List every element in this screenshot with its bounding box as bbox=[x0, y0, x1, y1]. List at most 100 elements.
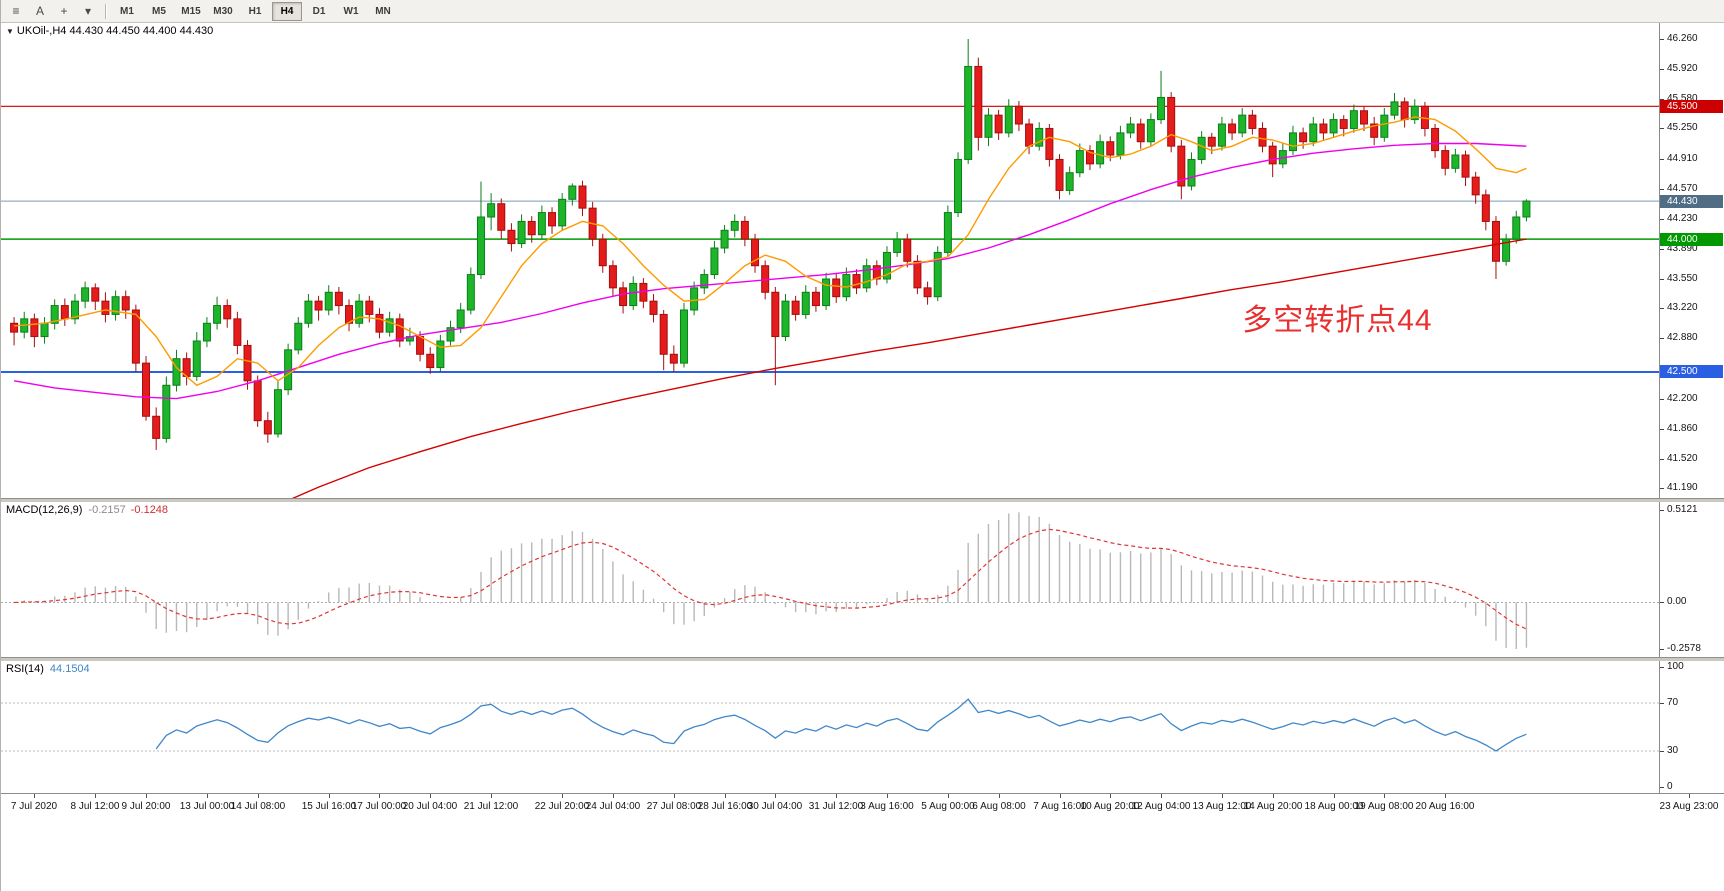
price-badge-45.500: 45.500 bbox=[1660, 100, 1723, 113]
time-axis-tick bbox=[1334, 794, 1335, 798]
price-scale-label: 45.250 bbox=[1667, 122, 1698, 133]
timeframe-d1[interactable]: D1 bbox=[312, 5, 326, 17]
time-axis-label: 7 Jul 2020 bbox=[10, 801, 58, 812]
time-axis-label: 3 Aug 16:00 bbox=[860, 801, 914, 812]
rsi-scale-tick bbox=[1660, 703, 1664, 704]
rsi-scale-tick bbox=[1660, 787, 1664, 788]
timeframe-h1[interactable]: H1 bbox=[248, 5, 262, 17]
time-axis-tick bbox=[775, 794, 776, 798]
time-axis-tick bbox=[562, 794, 563, 798]
time-axis-label: 23 Aug 23:00 bbox=[1659, 801, 1719, 812]
main-price-scale[interactable]: 46.260 45.920 45.580 45.250 44.910 44.570 44.2… bbox=[1659, 23, 1724, 498]
symbol-ohlc-text: UKOil-,H4 44.430 44.450 44.400 44.430 bbox=[16, 25, 214, 37]
price-scale-tick bbox=[1660, 308, 1664, 309]
price-scale-label: 42.200 bbox=[1667, 393, 1698, 404]
rsi-scale-label: 0 bbox=[1667, 781, 1673, 792]
indicators-icon[interactable]: ≡ bbox=[12, 4, 20, 18]
time-axis-label: 17 Jul 00:00 bbox=[351, 801, 407, 812]
timeframe-m30[interactable]: M30 bbox=[213, 5, 233, 17]
time-axis-label: 31 Jul 12:00 bbox=[808, 801, 864, 812]
time-axis-label: 19 Aug 08:00 bbox=[1354, 801, 1414, 812]
price-scale-tick bbox=[1660, 399, 1664, 400]
price-scale-label: 45.580 bbox=[1667, 93, 1698, 104]
time-axis-label: 22 Jul 20:00 bbox=[534, 801, 590, 812]
price-scale-tick bbox=[1660, 429, 1664, 430]
time-axis-tick bbox=[34, 794, 35, 798]
rsi-scale-tick bbox=[1660, 751, 1664, 752]
time-axis-tick bbox=[999, 794, 1000, 798]
time-axis-tick bbox=[1273, 794, 1274, 798]
toolbar: ≡ A + ▾ M1 M5 M15 M30 H1 H4 D1 W1 MN bbox=[1, 0, 1724, 23]
panel-divider-rsi[interactable] bbox=[1, 657, 1724, 661]
macd-scale-tick bbox=[1660, 602, 1664, 603]
collapse-arrow-icon[interactable]: ▼ bbox=[6, 27, 14, 36]
time-axis[interactable]: 7 Jul 2020 8 Jul 12:00 9 Jul 20:00 13 Jul 0… bbox=[1, 793, 1724, 816]
toolbar-separator bbox=[105, 3, 106, 19]
price-badge-44.430: 44.430 bbox=[1660, 195, 1723, 208]
time-axis-tick bbox=[379, 794, 380, 798]
chart-annotation[interactable]: 多空转折点44 bbox=[1242, 304, 1433, 337]
time-axis-label: 18 Aug 00:00 bbox=[1304, 801, 1364, 812]
time-axis-label: 27 Jul 08:00 bbox=[646, 801, 702, 812]
timeframe-m15[interactable]: M15 bbox=[181, 5, 201, 17]
price-scale-tick bbox=[1660, 338, 1664, 339]
bottom-filler bbox=[1, 816, 1724, 891]
price-scale-tick bbox=[1660, 99, 1664, 100]
price-scale-label: 42.880 bbox=[1667, 332, 1698, 343]
rsi-chart-svg bbox=[1, 698, 1661, 752]
rsi-scale-label: 30 bbox=[1667, 745, 1679, 756]
time-axis-tick bbox=[887, 794, 888, 798]
macd-scale-label: 0.5121 bbox=[1667, 504, 1698, 515]
price-scale-label: 44.570 bbox=[1667, 183, 1698, 194]
chart-title: ▼ UKOil-,H4 44.430 44.450 44.400 44.430 bbox=[6, 25, 213, 37]
macd-chart-svg bbox=[1, 512, 1661, 649]
time-axis-tick bbox=[836, 794, 837, 798]
time-axis-label: 10 Aug 20:00 bbox=[1080, 801, 1140, 812]
timeframe-m1[interactable]: M1 bbox=[120, 5, 134, 17]
time-axis-label: 5 Aug 00:00 bbox=[921, 801, 975, 812]
time-axis-label: 20 Jul 04:00 bbox=[402, 801, 458, 812]
time-axis-tick bbox=[258, 794, 259, 798]
rsi-scale[interactable]: 100 70 30 0 bbox=[1659, 661, 1724, 793]
timeframe-h4[interactable]: H4 bbox=[272, 1, 302, 21]
macd-scale-label: 0.00 bbox=[1667, 596, 1687, 607]
macd-scale[interactable]: 0.5121 0.00 -0.2578 bbox=[1659, 502, 1724, 657]
time-axis-tick bbox=[674, 794, 675, 798]
macd-plot[interactable] bbox=[1, 502, 1661, 657]
cursor-dropdown-icon[interactable]: ▾ bbox=[84, 4, 92, 18]
rsi-value: 44.1504 bbox=[49, 663, 90, 675]
time-axis-label: 13 Aug 12:00 bbox=[1192, 801, 1252, 812]
crosshair-icon[interactable]: + bbox=[60, 4, 68, 18]
time-axis-label: 24 Jul 04:00 bbox=[585, 801, 641, 812]
timeframe-w1[interactable]: W1 bbox=[343, 5, 359, 17]
panel-divider-macd[interactable] bbox=[1, 498, 1724, 502]
macd-label: MACD(12,26,9) bbox=[6, 504, 83, 516]
time-axis-tick bbox=[1222, 794, 1223, 798]
price-scale-label: 44.230 bbox=[1667, 213, 1698, 224]
time-axis-label: 13 Jul 00:00 bbox=[179, 801, 235, 812]
price-scale-label: 44.910 bbox=[1667, 153, 1698, 164]
toolbar-timeframes: M1 M5 M15 M30 H1 H4 D1 W1 MN bbox=[111, 1, 399, 21]
time-axis-label: 7 Aug 16:00 bbox=[1033, 801, 1087, 812]
rsi-panel: RSI(14) 44.1504 100 70 30 0 bbox=[1, 661, 1724, 793]
price-panel: ▼ UKOil-,H4 44.430 44.450 44.400 44.430 多… bbox=[1, 23, 1724, 498]
time-axis-label: 8 Jul 12:00 bbox=[70, 801, 120, 812]
timeframe-mn[interactable]: MN bbox=[375, 5, 391, 17]
timeframe-m5[interactable]: M5 bbox=[152, 5, 166, 17]
time-axis-tick bbox=[1110, 794, 1111, 798]
price-scale-tick bbox=[1660, 279, 1664, 280]
time-axis-tick bbox=[948, 794, 949, 798]
macd-scale-tick bbox=[1660, 649, 1664, 650]
time-axis-label: 12 Aug 04:00 bbox=[1131, 801, 1191, 812]
price-scale-label: 41.520 bbox=[1667, 453, 1698, 464]
price-scale-label: 45.920 bbox=[1667, 63, 1698, 74]
text-tool-icon[interactable]: A bbox=[35, 4, 44, 18]
time-axis-label: 20 Aug 16:00 bbox=[1415, 801, 1475, 812]
price-scale-tick bbox=[1660, 39, 1664, 40]
rsi-scale-label: 100 bbox=[1667, 661, 1684, 672]
main-plot[interactable] bbox=[1, 23, 1661, 498]
time-axis-label: 28 Jul 16:00 bbox=[697, 801, 753, 812]
rsi-plot[interactable] bbox=[1, 661, 1661, 793]
macd-scale-tick bbox=[1660, 510, 1664, 511]
